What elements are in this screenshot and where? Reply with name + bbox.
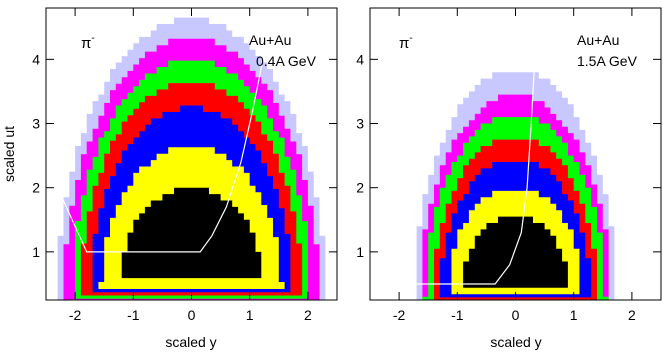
x-tick-label: -1 [127, 307, 140, 323]
x-tick-label: 2 [628, 307, 636, 323]
particle-label-left: π- [81, 33, 95, 52]
system-label-left: Au+Au [249, 32, 291, 48]
particle-label-right: π- [399, 33, 413, 52]
heatmap-area-left [57, 17, 326, 300]
y-tick-label: 3 [356, 116, 364, 132]
y-tick-label: 2 [32, 180, 40, 196]
panel-left: -2 -1 0 1 2 1 2 3 4 π- Au+Au 0.4A GeV scaled y s… [1, 7, 338, 350]
axes-left: -2 -1 0 1 2 1 2 3 4 [32, 7, 338, 323]
x-tick-label: -2 [393, 307, 406, 323]
x-axis-label-left: scaled y [165, 334, 216, 350]
x-tick-label: 2 [304, 307, 312, 323]
contour-level-7 [463, 216, 568, 288]
x-tick-label: 0 [512, 307, 520, 323]
energy-label-right: 1.5A GeV [577, 53, 638, 69]
panel-right: -2 -1 0 1 2 1 2 3 4 π- Au+Au 1.5A GeV scaled y [356, 7, 662, 350]
y-tick-label: 1 [356, 244, 364, 260]
acceptance-boundary-line [57, 52, 265, 253]
y-axis-label-left: scaled ut [1, 126, 17, 182]
contour-level-7 [121, 187, 262, 279]
y-tick-label: 4 [32, 51, 40, 67]
x-tick-label: -2 [69, 307, 82, 323]
axes-right: -2 -1 0 1 2 1 2 3 4 [356, 7, 662, 323]
x-tick-label: -1 [451, 307, 464, 323]
system-label-right: Au+Au [577, 32, 619, 48]
x-tick-label: 1 [570, 307, 578, 323]
y-tick-label: 3 [32, 116, 40, 132]
x-axis-label-right: scaled y [490, 334, 541, 350]
energy-label-left: 0.4A GeV [256, 53, 317, 69]
heatmap-area-right [410, 72, 615, 300]
y-tick-label: 2 [356, 180, 364, 196]
x-tick-label: 1 [246, 307, 254, 323]
y-tick-label: 4 [356, 51, 364, 67]
x-tick-label: 0 [188, 307, 196, 323]
y-tick-label: 1 [32, 244, 40, 260]
acceptance-boundary-line [410, 72, 535, 285]
